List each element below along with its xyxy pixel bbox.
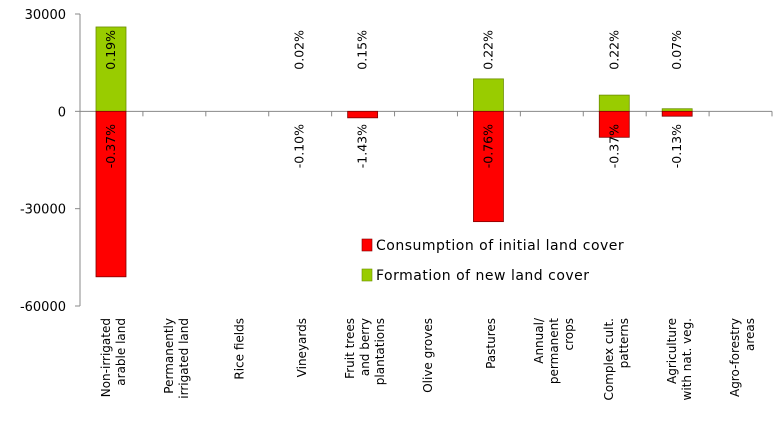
axes: 30000 0 -30000 -60000 [20,8,773,315]
category-label: and berry [358,318,372,376]
bar-consumption [598,110,630,138]
bar-formation [95,26,127,112]
legend-label: Formation of new land cover [376,268,590,284]
category-label: Agriculture [665,318,679,384]
category-label: Vineyards [295,318,309,377]
category-label: with nat. veg. [680,318,694,400]
category-label: irrigated land [177,318,191,399]
y-tick-label: 0 [58,105,66,120]
data-label-consumption: -0.37% [103,124,118,168]
category-label: crops [562,318,576,350]
bar-consumption [95,110,127,278]
category-label: Permanently [162,318,176,394]
category-label: Rice fields [232,318,246,380]
category-label: Pastures [484,318,498,369]
data-label-consumption: -0.37% [606,124,621,168]
y-tick-label: -30000 [20,203,66,218]
bar-consumption [473,110,504,223]
y-tick-label: -60000 [20,300,66,315]
category-label: areas [743,318,757,351]
category-label: Annual/ [532,317,546,364]
legend-swatch [361,268,373,282]
data-label-formation: 0.07% [669,30,684,70]
category-label: Olive groves [421,318,435,393]
data-label-formation: 0.22% [606,30,621,70]
bar-consumption [661,110,693,117]
data-label-formation: 0.19% [103,30,118,70]
bar-consumption [347,110,379,119]
category-label: Non-irrigated [99,318,113,397]
category-label: patterns [617,318,631,368]
y-tick-label: 30000 [25,8,66,23]
bar-formation [473,78,504,112]
data-label-consumption: -0.10% [292,124,307,168]
category-label: arable land [114,318,128,386]
data-label-consumption: -0.76% [480,124,495,168]
data-label-consumption: -0.13% [669,124,684,168]
category-label: Fruit trees [343,318,357,379]
legend-label: Consumption of initial land cover [376,238,624,254]
data-labels: 0.19% -0.37% 0.02% -0.10% 0.15% -1.43% 0.22% -0… [103,30,684,168]
category-labels: Non-irrigated arable land Permanently irrig… [99,317,757,400]
legend: Consumption of initial land cover Formati… [361,238,624,284]
category-label: plantations [373,318,387,385]
bar-formation [598,94,630,112]
data-label-consumption: -1.43% [355,124,370,168]
category-label: Complex cult. [602,318,616,401]
data-label-formation: 0.15% [355,30,370,70]
data-label-formation: 0.02% [292,30,307,70]
category-label: Agro-forestry [728,318,742,397]
legend-swatch [361,238,373,252]
data-label-formation: 0.22% [480,30,495,70]
bars [95,26,693,278]
category-label: permanent [547,318,561,384]
